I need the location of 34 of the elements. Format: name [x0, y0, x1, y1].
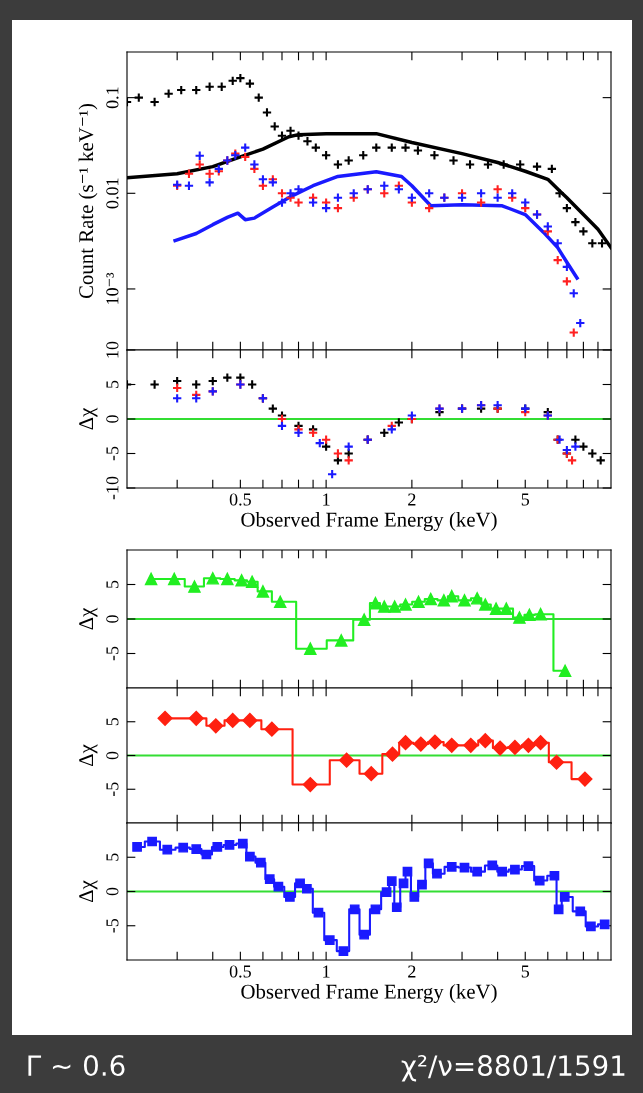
- y-axis-title: Count Rate (s⁻¹ keV⁻¹): [78, 103, 98, 299]
- y-axis-title: Δχ: [79, 744, 98, 767]
- y-axis-title: Δχ: [79, 407, 98, 430]
- y-tick-label: 0.1: [106, 87, 119, 109]
- y-tick-label: 0: [106, 751, 119, 760]
- x-tick-label: 0.5: [229, 965, 251, 978]
- y-tick-label: -10: [106, 476, 119, 500]
- x-axis-title: Observed Frame Energy (keV): [241, 512, 497, 531]
- text: χ²/ν=8801/1591: [401, 1055, 625, 1082]
- x-tick-label: 5: [521, 965, 530, 978]
- y-tick-label: -5: [106, 918, 119, 933]
- y-axis-title: Δχ: [79, 880, 98, 903]
- y-tick-label: 5: [106, 717, 119, 726]
- y-tick-label: 5: [106, 853, 119, 861]
- y-tick-label: 0: [106, 415, 119, 423]
- x-tick-label: 1: [323, 493, 330, 506]
- y-tick-label: 10: [106, 341, 119, 358]
- y-tick-label: -5: [106, 646, 119, 661]
- x-tick-label: 2: [408, 965, 416, 978]
- x-tick-label: 5: [521, 493, 530, 506]
- y-tick-label: 0.01: [106, 178, 119, 209]
- x-tick-label: 0.5: [229, 493, 251, 506]
- y-tick-label: 0: [106, 615, 119, 623]
- y-tick-label: 10⁻³: [106, 272, 119, 304]
- y-tick-label: 5: [106, 580, 119, 588]
- y-tick-label: -5: [106, 782, 119, 797]
- y-tick-label: 5: [106, 380, 119, 388]
- x-tick-label: 2: [408, 493, 416, 506]
- y-tick-label: 0: [106, 887, 119, 896]
- y-axis-title: Δχ: [79, 607, 98, 630]
- x-tick-label: 1: [323, 965, 330, 978]
- x-axis-title: Observed Frame Energy (keV): [241, 984, 497, 1003]
- text: Γ ~ 0.6: [28, 1055, 125, 1077]
- y-tick-label: -5: [106, 446, 119, 461]
